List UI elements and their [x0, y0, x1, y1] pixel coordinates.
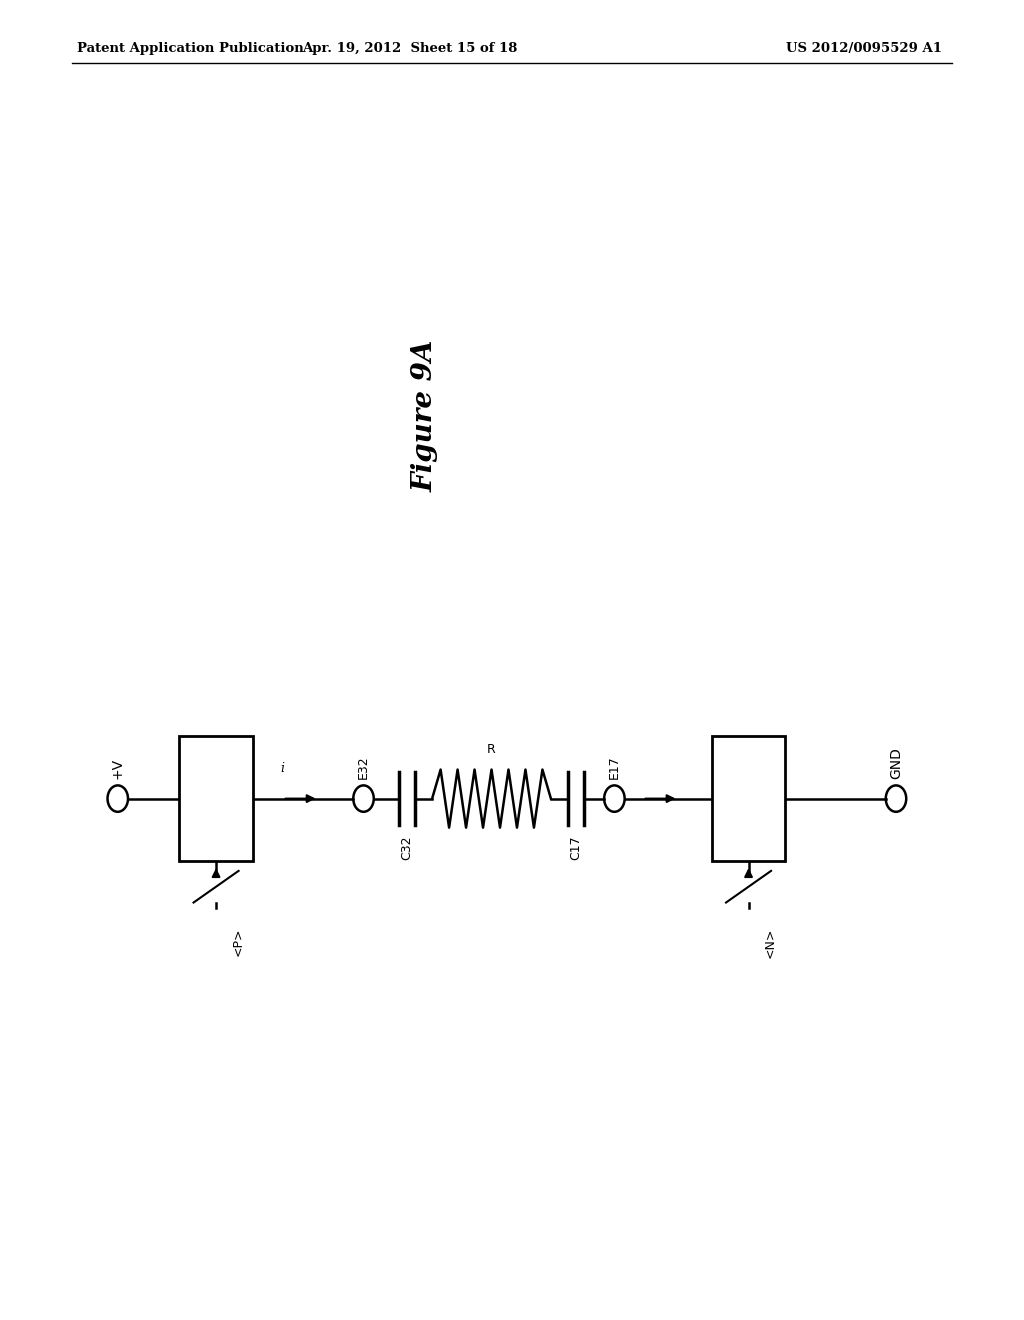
Bar — [712, 737, 785, 861]
Text: Patent Application Publication: Patent Application Publication — [77, 42, 303, 55]
Text: E17: E17 — [608, 755, 621, 779]
Text: <P>: <P> — [231, 927, 245, 956]
Text: Apr. 19, 2012  Sheet 15 of 18: Apr. 19, 2012 Sheet 15 of 18 — [302, 42, 517, 55]
Text: US 2012/0095529 A1: US 2012/0095529 A1 — [786, 42, 942, 55]
Text: R: R — [487, 743, 496, 756]
Text: C32: C32 — [400, 836, 414, 861]
Bar — [179, 737, 253, 861]
Text: <N>: <N> — [764, 927, 777, 958]
Text: NDAC: NDAC — [742, 780, 755, 817]
Text: C17: C17 — [569, 836, 583, 861]
Text: E32: E32 — [357, 755, 370, 779]
Text: GND: GND — [889, 747, 903, 779]
Text: Figure 9A: Figure 9A — [412, 339, 438, 492]
Text: +V: +V — [111, 758, 125, 779]
Text: i: i — [281, 762, 285, 775]
Text: PDAC: PDAC — [210, 781, 222, 816]
